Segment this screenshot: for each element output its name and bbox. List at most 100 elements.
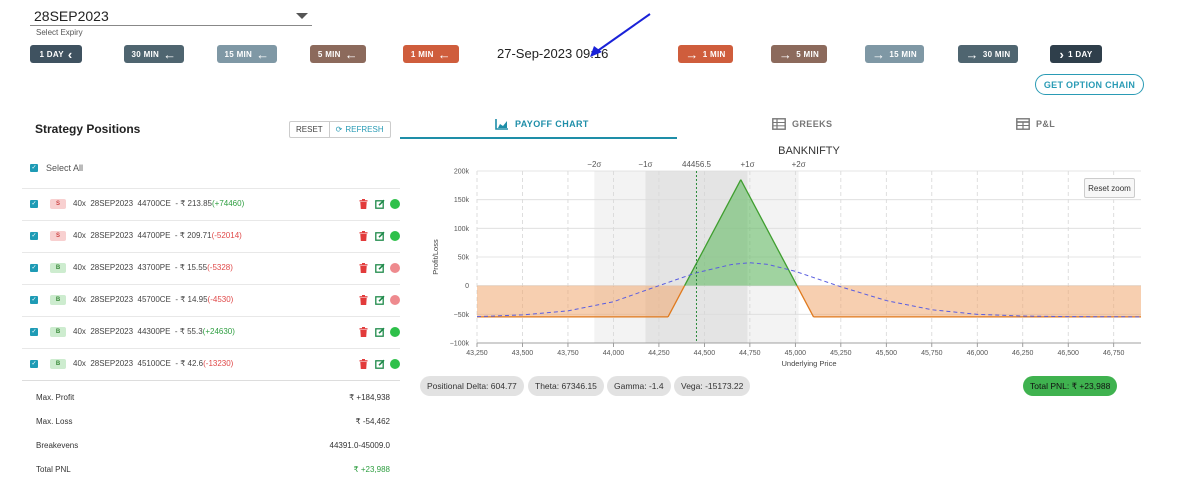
position-text: 40x 28SEP2023 45700CE - ₹ 14.95(-4530) [73,295,233,304]
payoff-line-segment [740,179,798,286]
step-back-15-min-button[interactable]: 15 MIN ← [217,45,277,63]
select-all-checkbox[interactable]: ✓ [30,164,38,172]
get-option-chain-button[interactable]: GET OPTION CHAIN [1035,74,1144,95]
position-qty: 40x [73,359,86,368]
x-tick-label: 43,500 [512,350,534,357]
step-back-1-day-button[interactable]: 1 DAY ‹ [30,45,82,63]
step-back-30-min-button[interactable]: 30 MIN ← [124,45,184,63]
status-toggle[interactable] [390,295,400,305]
reset-button[interactable]: RESET [290,122,330,137]
refresh-icon: ⟳ [335,125,343,134]
max-profit-value: ₹ +184,938 [349,393,390,402]
position-checkbox[interactable]: ✓ [30,360,38,368]
position-row[interactable]: ✓ S 40x 28SEP2023 44700PE - ₹ 209.71(-5201… [22,220,400,252]
x-axis-title: Underlying Price [781,359,836,368]
position-row[interactable]: ✓ B 40x 28SEP2023 45700CE - ₹ 14.95(-4530) [22,284,400,316]
position-instrument: 44300PE [137,327,171,336]
status-toggle[interactable] [390,231,400,241]
trash-icon[interactable] [359,359,368,369]
edit-icon[interactable] [375,263,385,273]
trash-icon[interactable] [359,327,368,337]
step-back-1-min-button[interactable]: 1 MIN ← [403,45,459,63]
trash-icon[interactable] [359,263,368,273]
trash-icon[interactable] [359,231,368,241]
select-all-label: Select All [46,163,84,173]
tab-payoff-chart-label: PAYOFF CHART [515,119,589,129]
arrow-left-icon: ← [256,46,270,62]
position-text: 40x 28SEP2023 44300PE - ₹ 55.3(+24630) [73,327,235,336]
position-change: (-5328) [207,263,233,272]
position-checkbox[interactable]: ✓ [30,232,38,240]
position-checkbox[interactable]: ✓ [30,296,38,304]
x-tick-label: 46,500 [1058,350,1080,357]
position-checkbox[interactable]: ✓ [30,264,38,272]
position-price: - ₹ 14.95 [175,295,208,304]
y-tick-label: 150k [454,197,470,204]
total-pnl-label: Total PNL [36,465,71,474]
position-expiry: 28SEP2023 [90,359,134,368]
side-badge: B [50,359,66,369]
step-button-label: 30 MIN [982,49,1011,59]
status-toggle[interactable] [390,359,400,369]
strategy-actions: RESET ⟳ REFRESH [289,121,391,138]
trash-icon[interactable] [359,199,368,209]
position-row[interactable]: ✓ B 40x 28SEP2023 44300PE - ₹ 55.3(+24630) [22,316,400,348]
area-chart-icon [495,119,508,130]
x-tick-label: 43,750 [557,350,579,357]
refresh-button[interactable]: ⟳ REFRESH [330,122,390,137]
x-tick-label: 44,500 [694,350,716,357]
step-back-5-min-button[interactable]: 5 MIN ← [310,45,366,63]
strategy-positions-title: Strategy Positions [35,122,141,136]
x-tick-label: 45,500 [876,350,898,357]
position-instrument: 45100CE [137,359,171,368]
loss-area [477,285,1141,317]
position-text: 40x 28SEP2023 45100CE - ₹ 42.6(-13230) [73,359,233,368]
max-loss-label: Max. Loss [36,417,73,426]
edit-icon[interactable] [375,231,385,241]
step-forward-15-min-button[interactable]: → 15 MIN [865,45,924,63]
position-row[interactable]: ✓ B 40x 28SEP2023 45100CE - ₹ 42.6(-13230) [22,348,400,380]
position-expiry: 28SEP2023 [90,199,134,208]
position-expiry: 28SEP2023 [90,327,134,336]
position-change: (+74460) [212,199,245,208]
theta-pill: Theta: 67346.15 [528,376,604,396]
position-row[interactable]: ✓ B 40x 28SEP2023 43700PE - ₹ 15.55(-5328) [22,252,400,284]
tab-pnl[interactable]: P&L [1016,118,1055,130]
step-button-label: 5 MIN [317,49,341,59]
position-qty: 40x [73,295,86,304]
position-text: 40x 28SEP2023 43700PE - ₹ 15.55(-5328) [73,263,233,272]
step-forward-5-min-button[interactable]: → 5 MIN [771,45,827,63]
total-pnl-pill: Total PNL: ₹ +23,988 [1023,376,1118,396]
trash-icon[interactable] [359,295,368,305]
edit-icon[interactable] [375,327,385,337]
edit-icon[interactable] [375,359,385,369]
step-forward-1-min-button[interactable]: → 1 MIN [678,45,733,63]
position-expiry: 28SEP2023 [90,295,134,304]
x-tick-label: 44,750 [739,350,761,357]
select-all-row[interactable]: ✓ Select All [30,163,83,173]
x-tick-label: 45,750 [921,350,943,357]
step-forward-1-day-button[interactable]: › 1 DAY [1050,45,1102,63]
x-tick-label: 45,250 [830,350,852,357]
tab-greeks[interactable]: GREEKS [772,118,832,130]
status-toggle[interactable] [390,327,400,337]
edit-icon[interactable] [375,199,385,209]
reset-zoom-button[interactable]: Reset zoom [1084,178,1135,198]
tab-payoff-chart[interactable]: PAYOFF CHART [495,118,589,130]
expiry-select[interactable]: 28SEP2023 [30,4,312,26]
step-forward-30-min-button[interactable]: → 30 MIN [958,45,1018,63]
position-instrument: 44700PE [137,231,171,240]
status-toggle[interactable] [390,263,400,273]
position-checkbox[interactable]: ✓ [30,328,38,336]
position-instrument: 43700PE [137,263,171,272]
annotation-arrow-icon [590,13,651,57]
tab-greeks-label: GREEKS [792,119,833,129]
position-row[interactable]: ✓ S 40x 28SEP2023 44700CE - ₹ 213.85(+7446… [22,188,400,220]
status-toggle[interactable] [390,199,400,209]
y-tick-label: 200k [454,169,470,176]
step-button-label: 1 MIN [702,49,726,59]
position-checkbox[interactable]: ✓ [30,200,38,208]
y-tick-label: 50k [458,255,470,262]
payoff-chart[interactable]: 43,250 43,500 43,750 44,000 44,250 44,500 44,7… [420,145,1160,373]
edit-icon[interactable] [375,295,385,305]
